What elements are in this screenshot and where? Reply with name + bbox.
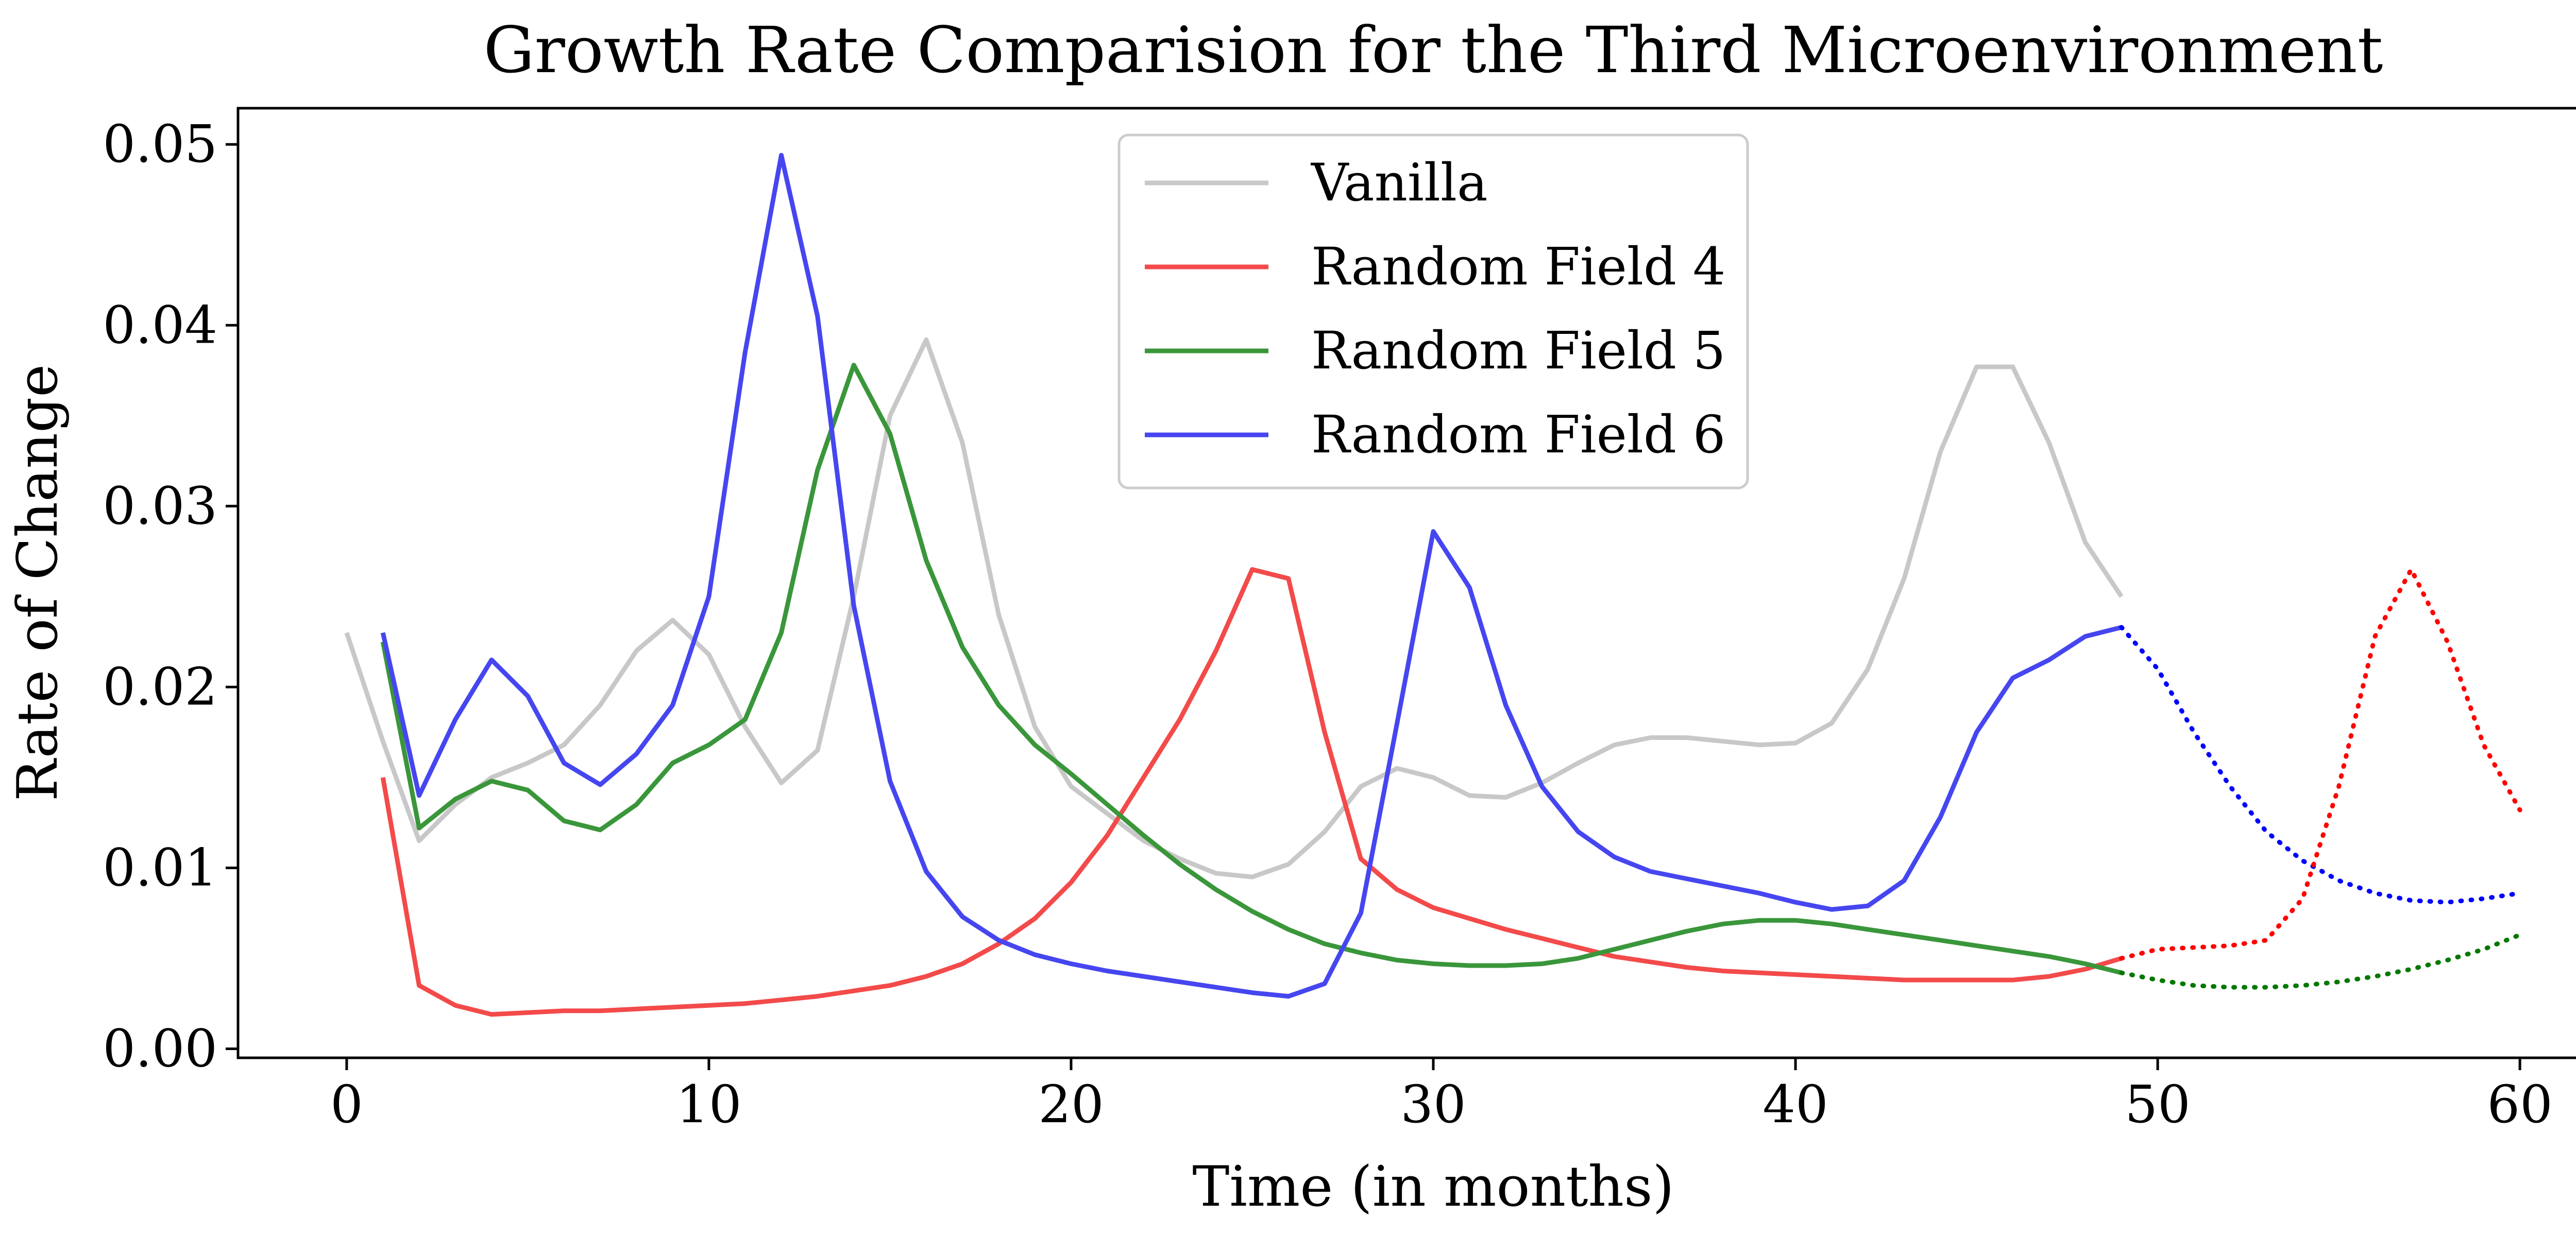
legend: Vanilla Random Field 4 Random Field 5 Rando… bbox=[1117, 133, 1749, 489]
y-tick-label: 0.02 bbox=[103, 656, 217, 717]
legend-label: Random Field 5 bbox=[1311, 320, 1725, 381]
x-axis-label: Time (in months) bbox=[1192, 1155, 1674, 1219]
y-axis-label: Rate of Change bbox=[6, 364, 70, 801]
x-tick-label: 20 bbox=[1038, 1074, 1104, 1135]
y-tick-label: 0.00 bbox=[103, 1018, 217, 1078]
x-tick-label: 50 bbox=[2125, 1074, 2190, 1135]
series-line-5 bbox=[2119, 567, 2522, 961]
y-tick-label: 0.03 bbox=[103, 476, 217, 536]
y-axis-ticks: 0.00 0.01 0.02 0.03 0.04 0.05 bbox=[103, 114, 238, 1078]
series-line-1 bbox=[380, 567, 2123, 1017]
y-tick-label: 0.04 bbox=[103, 295, 217, 355]
y-tick-label: 0.05 bbox=[103, 114, 217, 174]
series-line-4 bbox=[2119, 625, 2522, 905]
legend-label: Random Field 6 bbox=[1311, 404, 1725, 465]
legend-label: Vanilla bbox=[1311, 153, 1488, 213]
chart-title: Growth Rate Comparision for the Third Mi… bbox=[483, 13, 2383, 88]
series-line-0 bbox=[344, 337, 2124, 880]
legend-label: Random Field 4 bbox=[1311, 237, 1725, 297]
x-axis-ticks: 0 10 20 30 40 50 60 bbox=[330, 1058, 2553, 1135]
y-tick-label: 0.01 bbox=[103, 837, 217, 898]
series-line-2 bbox=[380, 363, 2122, 975]
legend-box bbox=[1117, 133, 1749, 489]
series-line-3 bbox=[380, 153, 2122, 999]
series-layer bbox=[344, 153, 2522, 1017]
x-tick-label: 60 bbox=[2487, 1074, 2552, 1135]
x-tick-label: 40 bbox=[1762, 1074, 1828, 1135]
x-tick-label: 30 bbox=[1400, 1074, 1466, 1135]
x-tick-label: 0 bbox=[330, 1074, 363, 1135]
x-tick-label: 10 bbox=[676, 1074, 741, 1135]
